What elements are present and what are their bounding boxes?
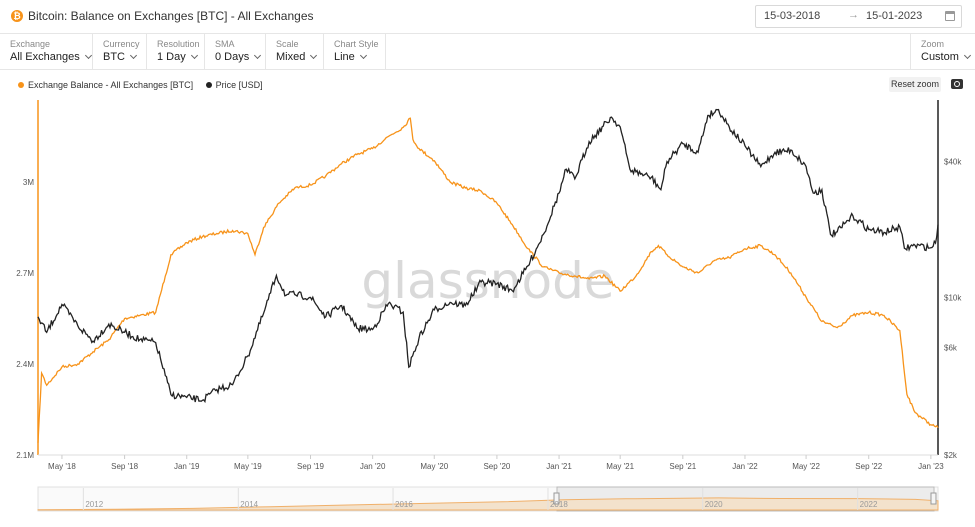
navigator-ticks: 2012 2014 2016 2018 2020 2022 [82, 488, 878, 510]
legend-dot-icon [18, 82, 24, 88]
scale-label: Scale [276, 39, 299, 49]
x-tick-label: Jan '19 [174, 462, 200, 471]
legend-item-balance[interactable]: Exchange Balance - All Exchanges [BTC] [18, 80, 193, 90]
chart-style-select[interactable]: Chart Style Line [324, 34, 386, 70]
sma-label: SMA [215, 39, 235, 49]
exchange-label: Exchange [10, 39, 51, 49]
currency-label: Currency [103, 39, 140, 49]
zoom-label: Zoom [921, 39, 945, 49]
x-tick-label: Sep '19 [297, 462, 324, 471]
date-arrow-icon: → [848, 9, 859, 21]
sma-value[interactable]: 0 Days [215, 51, 262, 63]
navigator-left-handle[interactable] [553, 492, 560, 505]
legend-dot-icon [205, 82, 212, 88]
navigator-tick-label: 2014 [240, 500, 258, 509]
scale-select[interactable]: Scale Mixed [266, 34, 324, 70]
chart-style-value[interactable]: Line [334, 51, 367, 63]
navigator-tick-label: 2012 [85, 500, 103, 509]
x-tick-label: Sep '21 [669, 462, 696, 471]
y-left-tick-label: 2.1M [16, 451, 34, 460]
x-tick-label: May '21 [606, 462, 634, 471]
currency-value[interactable]: BTC [103, 51, 138, 63]
y-right-ticks: $40k $10k $6k $2k [944, 158, 962, 460]
y-right-tick-label: $6k [944, 343, 958, 352]
exchange-select[interactable]: Exchange All Exchanges [0, 34, 93, 70]
y-right-tick-label: $10k [944, 293, 962, 302]
reset-zoom-button[interactable]: Reset zoom [889, 77, 941, 92]
x-tick-label: Jan '22 [732, 462, 758, 471]
x-tick-label: May '19 [234, 462, 262, 471]
scale-value[interactable]: Mixed [276, 51, 318, 63]
legend-label-balance: Exchange Balance - All Exchanges [BTC] [28, 80, 194, 90]
series-line-balance [37, 117, 939, 443]
series-line-price [37, 108, 939, 404]
navigator-right-handle[interactable] [930, 492, 937, 505]
y-left-tick-label: 2.7M [16, 269, 34, 278]
bitcoin-icon: ₿ [11, 10, 23, 22]
camera-icon[interactable] [951, 79, 963, 89]
resolution-select[interactable]: Resolution 1 Day [147, 34, 205, 70]
currency-select[interactable]: Currency BTC [93, 34, 147, 70]
calendar-icon[interactable] [945, 11, 955, 21]
x-tick-label: Jan '20 [360, 462, 386, 471]
y-right-tick-label: $2k [944, 451, 958, 460]
sma-select[interactable]: SMA 0 Days [205, 34, 266, 70]
page-title: Bitcoin: Balance on Exchanges [BTC] - Al… [28, 9, 314, 23]
date-range-picker[interactable]: 15-03-2018 → 15-01-2023 [755, 5, 962, 28]
x-tick-label: May '18 [48, 462, 76, 471]
navigator-area [37, 497, 939, 511]
navigator-tick-label: 2020 [705, 500, 723, 509]
x-ticks: May '18 Sep '18 Jan '19 May '19 Sep '19 Jan '… [48, 455, 944, 471]
navigator-tick-label: 2018 [550, 500, 568, 509]
navigator-tick-label: 2016 [395, 500, 413, 509]
x-tick-label: Jan '23 [918, 462, 944, 471]
zoom-select[interactable]: Zoom Custom [910, 34, 975, 70]
navigator-tick-label: 2022 [860, 500, 878, 509]
x-tick-label: Sep '20 [483, 462, 510, 471]
resolution-value[interactable]: 1 Day [157, 51, 198, 63]
y-left-tick-label: 2.4M [16, 360, 34, 369]
x-tick-label: May '22 [792, 462, 820, 471]
exchange-value[interactable]: All Exchanges [10, 51, 92, 63]
x-tick-label: Sep '18 [111, 462, 138, 471]
chart-style-label: Chart Style [334, 39, 379, 49]
x-tick-label: May '20 [420, 462, 448, 471]
legend-item-price[interactable]: Price [USD] [205, 80, 263, 90]
date-start-input[interactable]: 15-03-2018 [764, 10, 821, 22]
chart-header: ₿ Bitcoin: Balance on Exchanges [BTC] - … [0, 0, 975, 34]
chart-legend: Exchange Balance - All Exchanges [BTC] P… [18, 80, 273, 90]
x-tick-label: Jan '21 [546, 462, 572, 471]
chart-toolbar: Exchange All Exchanges Currency BTC Reso… [0, 34, 975, 70]
legend-label-price: Price [USD] [215, 80, 263, 90]
y-left-tick-label: 3M [23, 178, 34, 187]
x-tick-label: Sep '22 [855, 462, 882, 471]
date-end-input[interactable]: 15-01-2023 [866, 10, 923, 22]
zoom-value[interactable]: Custom [921, 51, 971, 63]
y-left-ticks: 3M 2.7M 2.4M 2.1M [16, 178, 34, 460]
resolution-label: Resolution [157, 39, 200, 49]
y-right-tick-label: $40k [944, 158, 962, 167]
